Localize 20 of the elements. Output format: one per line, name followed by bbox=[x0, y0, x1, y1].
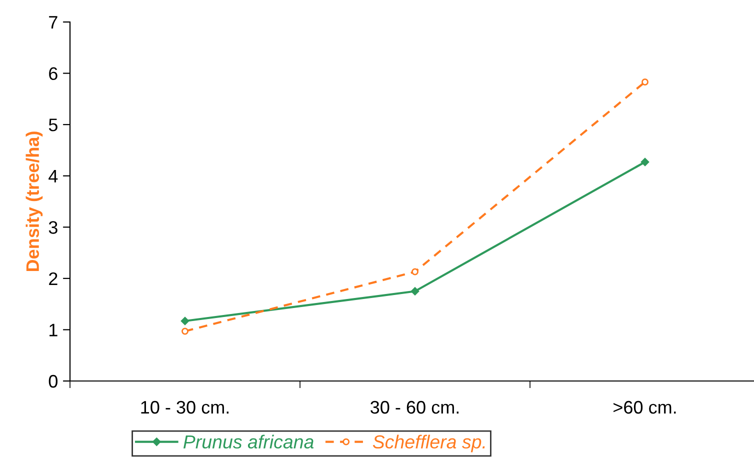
y-tick-label: 1 bbox=[50, 324, 58, 336]
x-tick-label: 10 - 30 cm. bbox=[141, 400, 229, 414]
y-tick-label: 6 bbox=[49, 67, 58, 80]
point bbox=[180, 316, 190, 326]
y-tick-label: 2 bbox=[49, 272, 58, 285]
x-tick-label: >60 cm. bbox=[614, 400, 676, 414]
y-axis-title: Density (tree/ha) bbox=[26, 132, 43, 272]
y-tick-label: 0 bbox=[48, 374, 58, 388]
legend-label: Schefflera sp. bbox=[372, 434, 485, 452]
point bbox=[182, 328, 188, 335]
x-tick-label: 30 - 60 cm. bbox=[370, 400, 459, 414]
point bbox=[412, 268, 418, 276]
legend-label: Prunus africana bbox=[183, 434, 314, 449]
y-tick-label: 3 bbox=[48, 221, 58, 234]
point bbox=[640, 158, 650, 166]
point bbox=[410, 287, 420, 296]
y-tick-label: 7 bbox=[49, 16, 58, 29]
point bbox=[642, 78, 648, 86]
y-tick-label: 4 bbox=[48, 170, 58, 182]
y-tick-label: 5 bbox=[48, 118, 58, 132]
